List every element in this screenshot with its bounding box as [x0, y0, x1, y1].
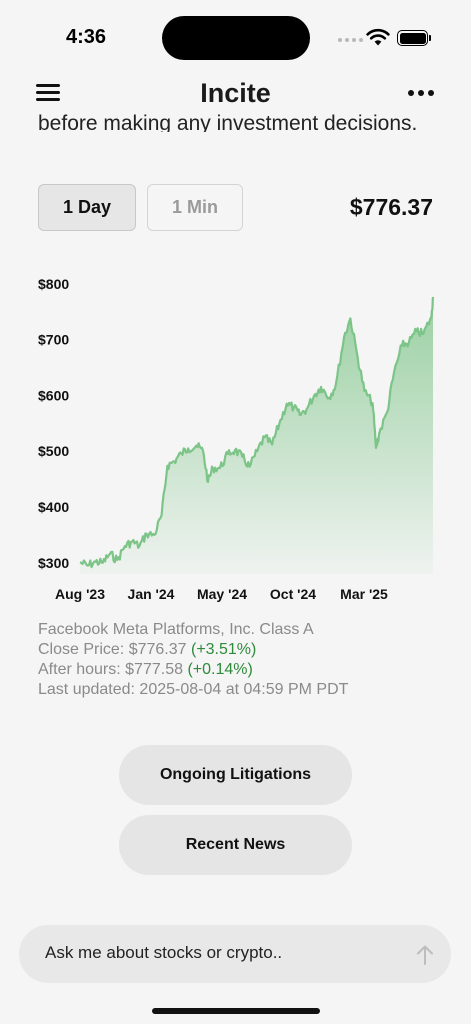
chat-input[interactable]: [45, 943, 405, 963]
status-bar: 4:36: [0, 0, 471, 76]
y-tick-label: $600: [38, 387, 69, 403]
close-change: (+3.51%): [190, 641, 257, 658]
close-price-label: Close Price: $776.37: [38, 641, 187, 658]
company-name: Facebook Meta Platforms, Inc. Class A: [38, 621, 314, 638]
price-area-fill: [80, 297, 433, 574]
cellular-signal-icon: [338, 38, 363, 42]
chat-input-bar: [19, 925, 451, 983]
app-title: Incite: [200, 78, 271, 108]
disclaimer-text: before making any investment decisions.: [38, 108, 438, 132]
home-indicator: [152, 1008, 320, 1014]
ongoing-litigations-button[interactable]: Ongoing Litigations: [119, 745, 352, 805]
after-hours-line: After hours: $777.58 (+0.14%): [38, 660, 348, 680]
x-tick-label: Oct '24: [270, 586, 316, 602]
disclaimer-text-tail: before making any investment decisions.: [38, 112, 418, 132]
last-updated: Last updated: 2025-08-04 at 04:59 PM PDT: [38, 681, 349, 698]
stock-info: Facebook Meta Platforms, Inc. Class A Cl…: [38, 620, 348, 700]
y-tick-label: $700: [38, 332, 69, 348]
y-tick-label: $500: [38, 443, 69, 459]
price-chart: $800 $700 $600 $500 $400 $300 Aug '23 Jan '24 M…: [38, 276, 435, 602]
x-tick-label: Mar '25: [340, 586, 388, 602]
range-1-day-button[interactable]: 1 Day: [38, 184, 136, 231]
recent-news-button[interactable]: Recent News: [119, 815, 352, 875]
send-arrow-up-icon[interactable]: [416, 944, 434, 966]
y-tick-label: $400: [38, 499, 69, 515]
after-hours-label: After hours: $777.58: [38, 661, 183, 678]
x-tick-label: May '24: [197, 586, 247, 602]
more-options-icon[interactable]: [408, 90, 434, 96]
y-tick-label: $300: [38, 555, 69, 571]
x-tick-label: Jan '24: [128, 586, 175, 602]
current-price: $776.37: [349, 194, 433, 220]
close-price-line: Close Price: $776.37 (+3.51%): [38, 640, 348, 660]
range-1-min-button[interactable]: 1 Min: [147, 184, 243, 231]
x-tick-label: Aug '23: [55, 586, 105, 602]
app-header: Incite: [0, 76, 471, 112]
after-hours-change: (+0.14%): [187, 661, 253, 678]
battery-icon: [397, 30, 431, 46]
hamburger-menu-icon[interactable]: [36, 84, 60, 102]
status-time: 4:36: [66, 26, 107, 48]
price-line: [79, 296, 435, 569]
dynamic-island: [162, 16, 310, 60]
y-tick-label: $800: [38, 276, 69, 292]
wifi-icon: [366, 28, 390, 46]
